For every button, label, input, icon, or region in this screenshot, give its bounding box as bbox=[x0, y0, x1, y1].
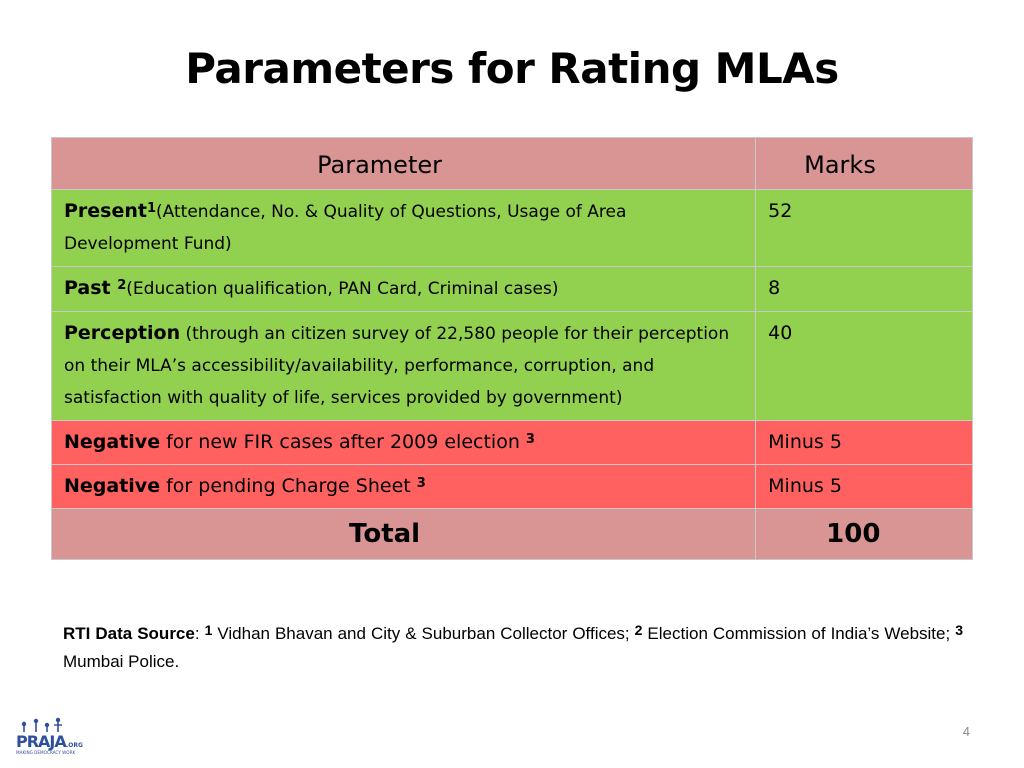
parameter-cell: Negative for pending Charge Sheet 3 bbox=[50, 464, 757, 509]
table-row-negative-charge-sheet: Negative for pending Charge Sheet 3 Minu… bbox=[50, 464, 973, 509]
svg-text:.ORG: .ORG bbox=[66, 742, 83, 749]
marks-value: 8 bbox=[768, 277, 781, 299]
source-ref: 1 bbox=[204, 622, 213, 638]
praja-logo-icon: PRAJA .ORG MAKING DEMOCRACY WORK bbox=[16, 717, 83, 755]
total-value: 100 bbox=[755, 508, 973, 560]
slide-title: Parameters for Rating MLAs bbox=[185, 44, 839, 93]
parameter-description: for pending Charge Sheet bbox=[160, 475, 417, 497]
parameter-description: for new FIR cases after 2009 election bbox=[160, 431, 526, 453]
marks-value: Minus 5 bbox=[768, 475, 842, 497]
source-ref: 3 bbox=[955, 622, 963, 638]
data-source-separator: : bbox=[194, 624, 205, 643]
table-row-past: Past 2(Education qualification, PAN Card… bbox=[50, 266, 973, 312]
marks-column-header: Marks bbox=[755, 137, 973, 190]
table-header-row: Parameter Marks bbox=[50, 137, 973, 190]
parameter-name: Past bbox=[64, 277, 118, 299]
marks-cell: 52 bbox=[755, 189, 973, 267]
parameter-name: Negative bbox=[64, 475, 161, 497]
parameter-description: (Attendance, No. & Quality of Questions,… bbox=[64, 202, 627, 254]
total-label: Total bbox=[50, 508, 757, 560]
parameter-cell: Present1(Attendance, No. & Quality of Qu… bbox=[50, 189, 757, 267]
data-source-label: RTI Data Source bbox=[63, 624, 195, 643]
page-number: 4 bbox=[962, 724, 970, 739]
table-total-row: Total 100 bbox=[50, 508, 973, 560]
footnote-ref: 3 bbox=[416, 476, 426, 491]
marks-value: Minus 5 bbox=[768, 431, 842, 453]
parameter-cell: Negative for new FIR cases after 2009 el… bbox=[50, 420, 757, 465]
parameter-description: (through an citizen survey of 22,580 peo… bbox=[64, 324, 730, 408]
marks-cell: 40 bbox=[755, 311, 973, 421]
table-row-negative-fir: Negative for new FIR cases after 2009 el… bbox=[50, 420, 973, 465]
footnote-ref: 2 bbox=[117, 278, 127, 293]
source-text: Mumbai Police. bbox=[63, 652, 180, 671]
praja-logo: PRAJA .ORG MAKING DEMOCRACY WORK bbox=[14, 716, 84, 756]
marks-value: 40 bbox=[768, 322, 793, 344]
source-text: Vidhan Bhavan and City & Suburban Collec… bbox=[212, 624, 635, 643]
marks-cell: Minus 5 bbox=[755, 464, 973, 509]
marks-value: 52 bbox=[768, 200, 793, 222]
parameter-cell: Past 2(Education qualification, PAN Card… bbox=[50, 266, 757, 312]
parameter-column-header: Parameter bbox=[50, 137, 757, 190]
table-row-perception: Perception (through an citizen survey of… bbox=[50, 311, 973, 421]
parameter-description: (Education qualification, PAN Card, Crim… bbox=[126, 279, 559, 299]
footnote-ref: 1 bbox=[147, 201, 157, 216]
parameter-name: Present bbox=[64, 200, 147, 222]
marks-cell: Minus 5 bbox=[755, 420, 973, 465]
parameter-name: Negative bbox=[64, 431, 161, 453]
data-source-note: RTI Data Source: 1 Vidhan Bhavan and Cit… bbox=[63, 620, 963, 676]
source-ref: 2 bbox=[634, 622, 643, 638]
svg-text:PRAJA: PRAJA bbox=[16, 732, 67, 751]
footnote-ref: 3 bbox=[525, 432, 535, 447]
parameter-name: Perception bbox=[64, 322, 181, 344]
table-row-present: Present1(Attendance, No. & Quality of Qu… bbox=[50, 189, 973, 267]
marks-cell: 8 bbox=[755, 266, 973, 312]
rating-parameters-table: Parameter Marks Present1(Attendance, No.… bbox=[50, 137, 973, 560]
source-text: Election Commission of India’s Website; bbox=[642, 624, 956, 643]
parameter-cell: Perception (through an citizen survey of… bbox=[50, 311, 757, 421]
svg-text:MAKING DEMOCRACY WORK: MAKING DEMOCRACY WORK bbox=[16, 750, 75, 755]
